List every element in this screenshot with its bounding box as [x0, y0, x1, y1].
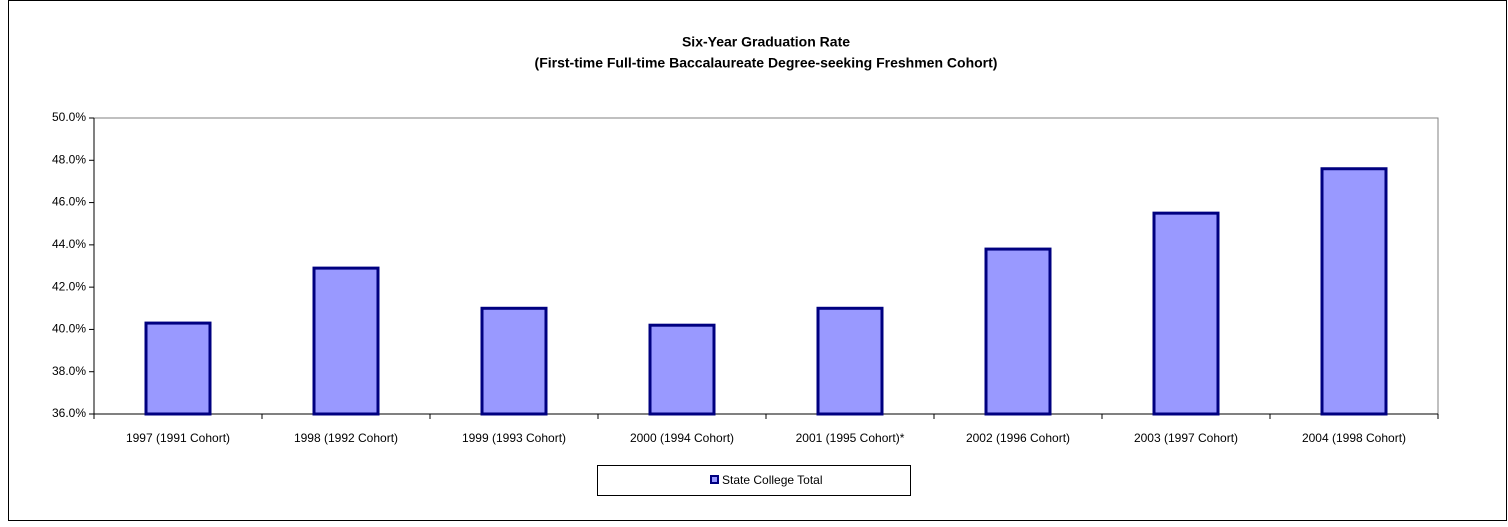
chart-subtitle: (First-time Full-time Baccalaureate Degr…	[535, 55, 998, 71]
y-tick-label: 46.0%	[52, 195, 86, 209]
y-tick-label: 50.0%	[52, 110, 86, 124]
bar	[1320, 167, 1388, 416]
x-tick-label: 2003 (1997 Cohort)	[1134, 431, 1238, 445]
bar	[648, 323, 716, 416]
x-tick-label: 2000 (1994 Cohort)	[630, 431, 734, 445]
y-tick-label: 36.0%	[52, 406, 86, 420]
x-tick-label: 2001 (1995 Cohort)*	[796, 431, 905, 445]
legend-box	[597, 465, 911, 496]
y-tick-label: 48.0%	[52, 152, 86, 166]
x-tick-label: 1999 (1993 Cohort)	[462, 431, 566, 445]
bar	[144, 321, 212, 416]
x-tick-label: 1997 (1991 Cohort)	[126, 431, 230, 445]
y-tick-label: 42.0%	[52, 279, 86, 293]
bar	[312, 266, 380, 416]
y-tick-label: 38.0%	[52, 364, 86, 378]
bar	[1152, 211, 1220, 416]
y-tick-label: 44.0%	[52, 237, 86, 251]
plot-area	[93, 117, 1439, 415]
legend-label: State College Total	[722, 473, 823, 487]
chart-title: Six-Year Graduation Rate	[682, 34, 850, 50]
x-tick-label: 1998 (1992 Cohort)	[294, 431, 398, 445]
x-tick-label: 2004 (1998 Cohort)	[1302, 431, 1406, 445]
legend-swatch	[710, 475, 719, 484]
bar	[816, 306, 884, 416]
x-tick-label: 2002 (1996 Cohort)	[966, 431, 1070, 445]
bar	[480, 306, 548, 416]
bar	[984, 247, 1052, 416]
y-tick-label: 40.0%	[52, 322, 86, 336]
